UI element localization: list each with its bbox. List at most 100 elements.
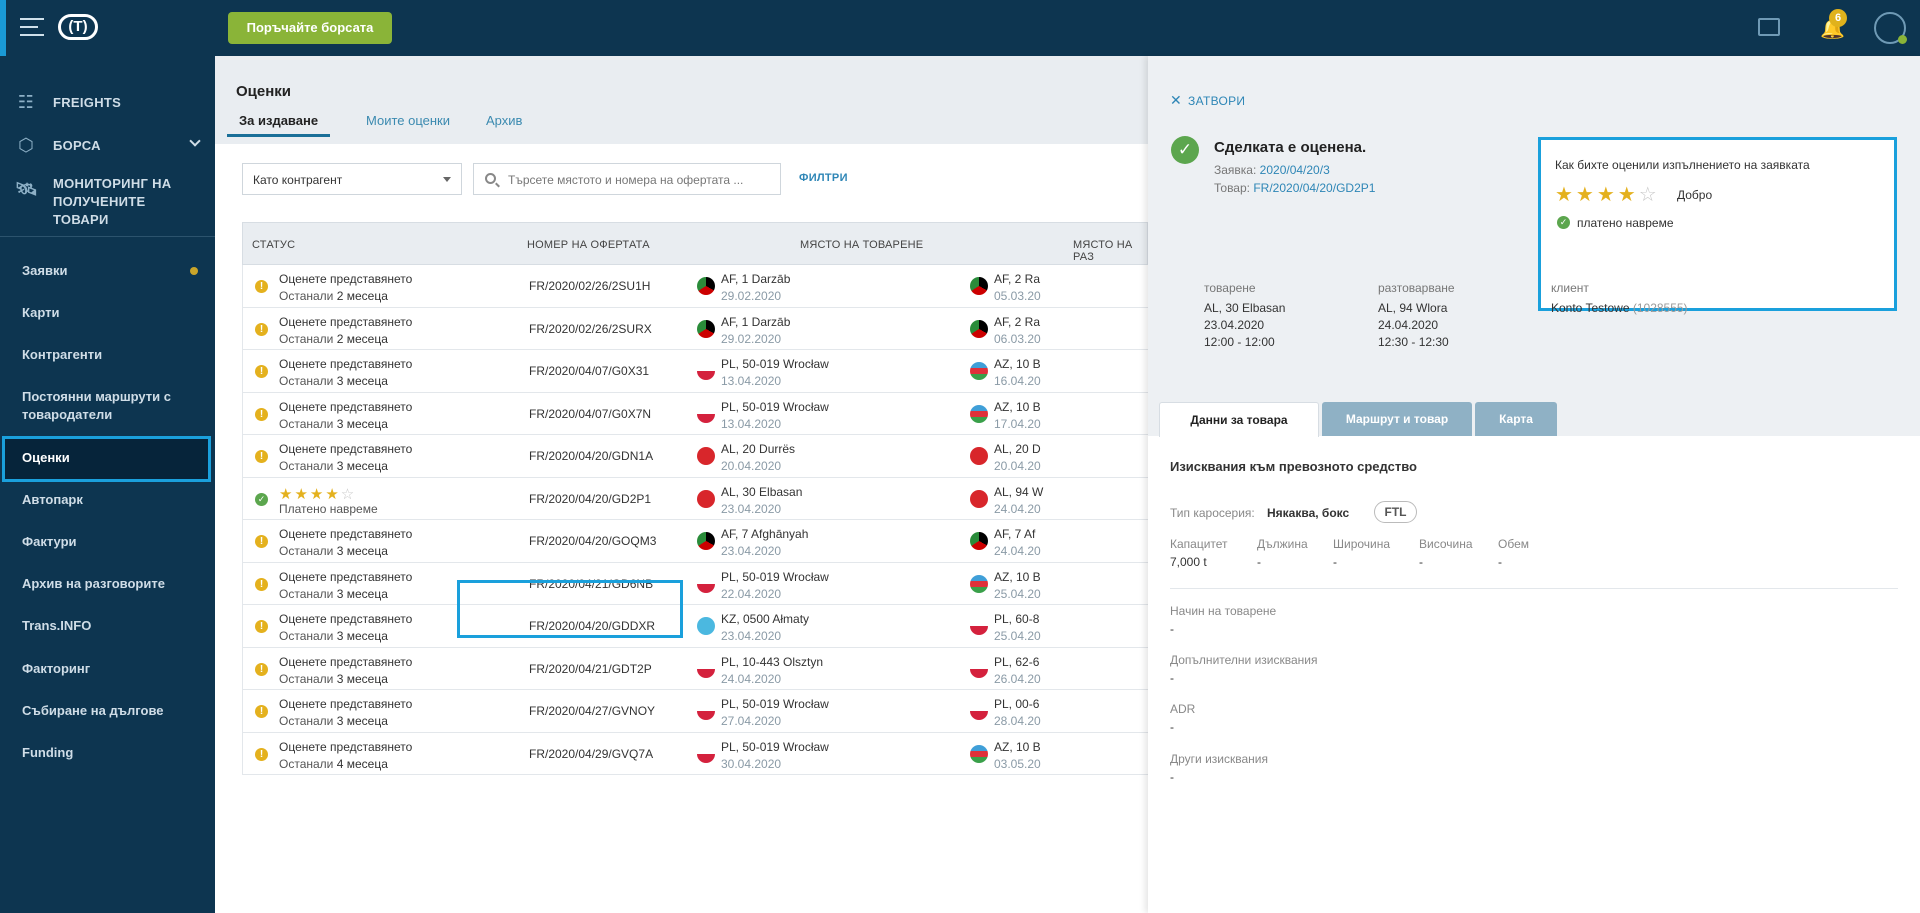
logo[interactable]: (T) [58,14,98,40]
tab-cargo-data[interactable]: Данни за товара [1159,402,1319,437]
remaining-label: Останали [279,416,337,431]
sidebar-freights[interactable]: ☷ FREIGHTS [0,82,215,122]
status-text[interactable]: Оценете представянето [279,399,413,414]
offer-number: FR/2020/04/27/GVNOY [529,704,656,718]
loading-date: 13.04.2020 [721,374,782,388]
remaining-value: 2 месеца [336,331,388,346]
search-exchange-button[interactable]: Поръчайте борсата [228,12,392,44]
user-avatar-icon[interactable] [1874,12,1907,44]
sidebar-item-factoring[interactable]: Факторинг [22,661,91,676]
sidebar-item-invoices[interactable]: Фактури [22,534,77,549]
header-offer-number: НОМЕР НА ОФЕРТАТА [527,239,650,251]
sidebar-item-funding[interactable]: Funding [22,745,74,760]
table-row[interactable]: ! Оценете представянето Останали 3 месеца F… [242,392,1148,435]
remaining-value: 4 месеца [336,756,388,771]
offer-number: FR/2020/04/20/GDN1A [529,449,654,463]
table-row[interactable]: ! Оценете представянето Останали 3 месеца F… [242,690,1148,733]
unloading-date: 25.04.20 [994,586,1041,601]
sidebar-item-transinfo[interactable]: Trans.INFO [22,618,92,633]
sidebar-item-ratings[interactable]: Оценки [22,450,70,465]
sidebar-divider [0,236,215,237]
table-row[interactable]: ! Оценете представянето Останали 3 месеца F… [242,605,1148,648]
close-button[interactable]: ✕ ЗАТВОРИ [1170,92,1245,109]
sidebar-monitoring[interactable]: 🛰 МОНИТОРИНГ НА ПОЛУЧЕНИТЕ ТОВАРИ [0,175,215,227]
status-text[interactable]: Оценете представянето [279,272,413,286]
table-row[interactable]: ! Оценете представянето Останали 3 месеца F… [242,562,1148,605]
remaining-label: Останали [279,459,337,473]
status-text[interactable]: Оценете представянето [279,357,413,371]
table-row[interactable]: ✓ ★★★★☆ Платено навреме FR/2020/04/20/GD2P1… [242,477,1148,520]
poland-flag-icon [970,659,988,678]
tab-map[interactable]: Карта [1475,402,1557,436]
tab-my-ratings[interactable]: Моите оценки [366,113,451,128]
chat-icon[interactable] [1758,18,1780,36]
afghanistan-flag-icon [697,532,715,550]
poland-flag-icon [697,362,715,380]
offer-number: FR/2020/04/21/GDT2P [529,661,652,676]
status-text[interactable]: Оценете представянето [279,697,413,711]
remaining-time: Останали 4 месеца [279,757,388,771]
table-row[interactable]: ! Оценете представянето Останали 3 месеца F… [242,350,1148,393]
table-row[interactable]: ! Оценете представянето Останали 3 месеца F… [242,520,1148,563]
loading-date: 23.04.2020 [721,544,782,558]
remaining-value: 3 месеца [336,416,388,431]
loading-date: 13.04.2020 [721,416,782,431]
warning-icon: ! [255,620,268,633]
table-row[interactable]: ! Оценете представянето Останали 2 месеца F… [242,265,1148,308]
status-text[interactable]: Оценете представянето [279,739,413,754]
status-text[interactable]: Оценете представянето [279,654,413,669]
sidebar-item-debt-collection[interactable]: Събиране на дългове [22,703,164,718]
remaining-time: Останали 2 месеца [279,289,388,303]
search-input[interactable]: Търсете мястото и номера на офертата ... [473,163,781,195]
paid-on-time-text: Платено навреме [279,501,378,516]
status-text[interactable]: Оценете представянето [279,442,413,456]
albania-flag-icon [697,489,715,508]
close-label: ЗАТВОРИ [1188,94,1246,108]
table-row[interactable]: ! Оценете представянето Останали 4 месеца F… [242,732,1148,775]
loading-date: 23.04.2020 [1204,318,1265,332]
sidebar-item-contractors[interactable]: Контрагенти [22,347,103,362]
table-row[interactable]: ! Оценете представянето Останали 2 месеца F… [242,307,1148,350]
status-text[interactable]: Оценете представянето [279,569,413,584]
remaining-time: Останали 3 месеца [279,714,388,728]
unloading-date: 03.05.20 [994,756,1041,771]
order-ref-link[interactable]: 2020/04/20/3 [1259,163,1330,177]
cargo-ref-link[interactable]: FR/2020/04/20/GD2P1 [1253,181,1376,195]
additional-req-value: - [1170,671,1174,685]
chevron-down-icon [189,135,201,147]
loading-date: 29.02.2020 [721,289,782,303]
role-select[interactable]: Като контрагент [242,163,462,195]
sidebar-item-routes[interactable]: Постоянни маршрути с товародатели [22,389,172,422]
poland-flag-icon [697,659,715,678]
status-text[interactable]: Оценете представянето [279,314,413,329]
remaining-time: Останали 2 месеца [279,332,388,346]
filters-link[interactable]: ФИЛТРИ [799,172,848,184]
sidebar-item-chat-archive[interactable]: Архив на разговорите [22,576,165,591]
unloading-date: 25.04.20 [994,629,1041,643]
sidebar-item-maps[interactable]: Карти [22,305,60,320]
other-req-value: - [1170,770,1174,784]
notification-badge: 6 [1829,9,1847,27]
status-text[interactable]: Оценете представянето [279,612,413,626]
sidebar-item-fleet[interactable]: Автопарк [22,492,83,507]
sidebar-item-orders[interactable]: Заявки [22,263,68,278]
tab-route-cargo[interactable]: Маршрут и товар [1322,402,1472,436]
table-row[interactable]: ! Оценете представянето Останали 3 месеца F… [242,435,1148,478]
loading-method-value: - [1170,622,1174,636]
loading-time: 12:00 - 12:00 [1204,335,1275,349]
table-row[interactable]: ! Оценете представянето Останали 3 месеца F… [242,647,1148,690]
remaining-label: Останали [279,374,337,388]
tab-to-issue[interactable]: За издаване [227,113,331,137]
menu-icon[interactable] [20,18,44,36]
remaining-label: Останали [279,331,337,346]
status-text[interactable]: Оценете представянето [279,527,413,541]
warning-icon: ! [255,705,268,718]
check-icon: ✓ [255,492,268,506]
offer-number: FR/2020/04/29/GVQ7A [529,746,654,761]
kazakhstan-flag-icon [697,617,715,635]
close-icon: ✕ [1170,92,1183,108]
sidebar-exchange[interactable]: ⬡ БОРСА [0,125,215,165]
rating-word: Добро [1677,188,1713,202]
afghanistan-flag-icon [970,319,988,338]
tab-archive[interactable]: Архив [486,113,523,128]
